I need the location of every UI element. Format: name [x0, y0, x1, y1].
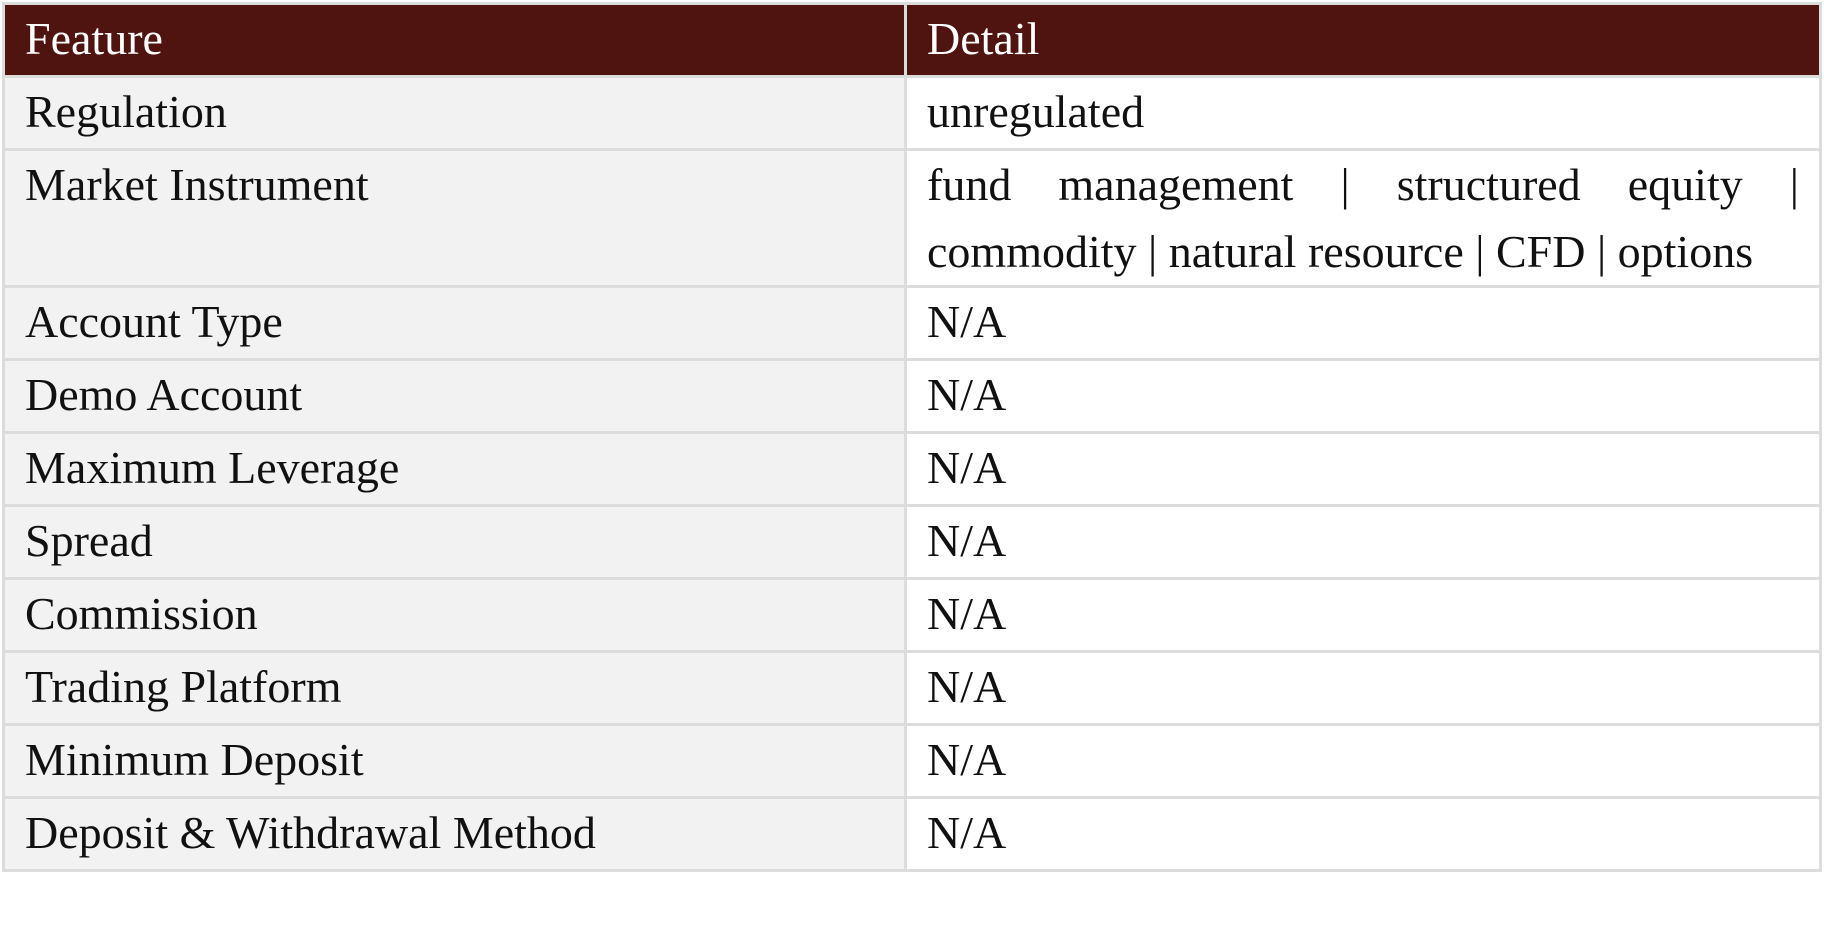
detail-cell: unregulated — [907, 78, 1819, 148]
table-row: Maximum Leverage N/A — [5, 434, 1819, 504]
table-row: Regulation unregulated — [5, 78, 1819, 148]
feature-cell: Minimum Deposit — [5, 726, 904, 796]
table-row: Commission N/A — [5, 580, 1819, 650]
detail-cell: N/A — [907, 434, 1819, 504]
table-row: Market Instrument fund management | struc… — [5, 151, 1819, 285]
table-row: Account Type N/A — [5, 288, 1819, 358]
table-row: Spread N/A — [5, 507, 1819, 577]
feature-cell: Account Type — [5, 288, 904, 358]
table-row: Trading Platform N/A — [5, 653, 1819, 723]
table-body: Regulation unregulated Market Instrument fu… — [5, 78, 1819, 869]
header-cell: Feature — [5, 5, 904, 75]
feature-table: Feature Detail Regulation unregulated Mark… — [2, 2, 1822, 872]
feature-cell: Deposit & Withdrawal Method — [5, 799, 904, 869]
detail-cell: N/A — [907, 726, 1819, 796]
header-cell: Detail — [907, 5, 1819, 75]
detail-cell: N/A — [907, 507, 1819, 577]
feature-cell: Spread — [5, 507, 904, 577]
feature-cell: Trading Platform — [5, 653, 904, 723]
feature-cell: Demo Account — [5, 361, 904, 431]
detail-cell: N/A — [907, 653, 1819, 723]
table-row: Deposit & Withdrawal Method N/A — [5, 799, 1819, 869]
detail-cell: N/A — [907, 361, 1819, 431]
feature-cell: Commission — [5, 580, 904, 650]
header-row: Feature Detail — [5, 5, 1819, 75]
feature-cell: Regulation — [5, 78, 904, 148]
detail-cell: N/A — [907, 580, 1819, 650]
table-row: Minimum Deposit N/A — [5, 726, 1819, 796]
detail-cell: N/A — [907, 288, 1819, 358]
feature-cell: Maximum Leverage — [5, 434, 904, 504]
feature-cell: Market Instrument — [5, 151, 904, 285]
detail-cell: N/A — [907, 799, 1819, 869]
detail-cell: fund management | structured equity | co… — [907, 151, 1819, 285]
table-row: Demo Account N/A — [5, 361, 1819, 431]
